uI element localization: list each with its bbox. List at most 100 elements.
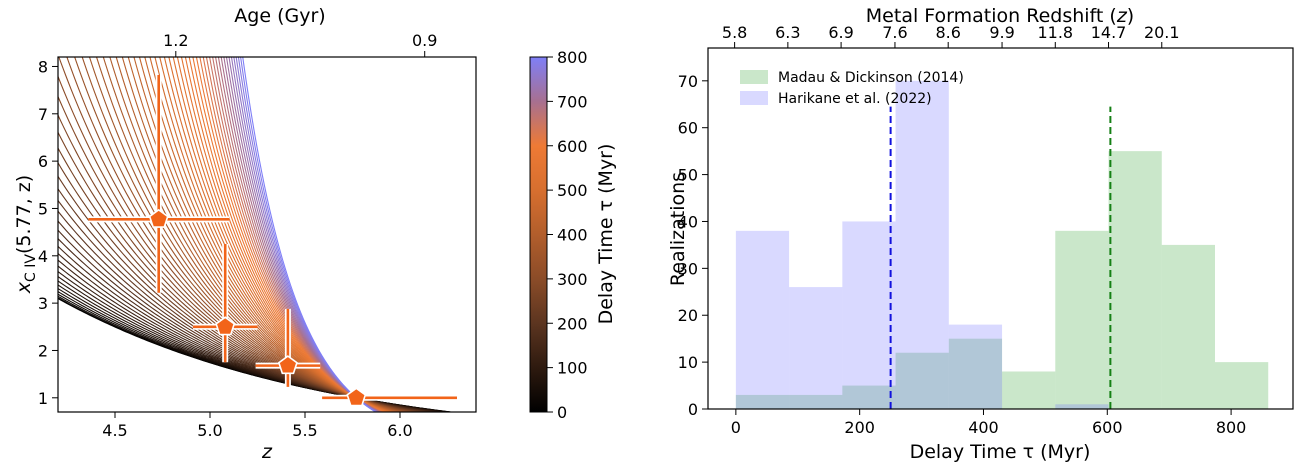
delay-curve [88, 57, 404, 412]
delay-curve [58, 147, 418, 412]
top-tick-label: 6.3 [775, 23, 800, 42]
top-tick-label: 6.9 [828, 23, 853, 42]
histogram-bar [1108, 151, 1162, 409]
data-point [255, 308, 321, 387]
data-point [88, 74, 229, 293]
data-point [192, 243, 258, 363]
left-panel: 4.5 5.0 5.5 6.0 1 2 3 4 5 6 7 8 1.2 0.9 z Age (Gyr)… [13, 5, 477, 463]
median-lines [889, 106, 1112, 409]
y-tick-label: 8 [38, 57, 48, 76]
data-points [88, 74, 457, 407]
colorbar-tick-label: 600 [557, 137, 588, 156]
y-tick-label: 5 [38, 199, 48, 218]
histogram-bar [1215, 362, 1269, 409]
colorbar-tick-label: 300 [557, 270, 588, 289]
colorbar-tick-label: 0 [557, 403, 567, 422]
delay-curve [237, 57, 378, 412]
histogram-bar [895, 80, 949, 409]
histogram-bar [789, 394, 843, 409]
left-top-label: Age (Gyr) [234, 5, 325, 27]
y-tick-label: 6 [38, 152, 48, 171]
y-tick-label: 10 [678, 353, 698, 372]
left-x-ticks: 4.5 5.0 5.5 6.0 [102, 412, 413, 440]
x-tick-label: 0 [731, 418, 741, 437]
x-tick-label: 5.0 [197, 421, 222, 440]
right-panel: 0 200 400 600 800 0 10 20 30 40 50 60 70 5.8 6.3 6.9 7… [667, 5, 1294, 463]
left-plot-frame [57, 56, 477, 413]
delay-curve [199, 57, 385, 412]
y-tick-label: 20 [678, 306, 698, 325]
right-y-ticks: 0 10 20 30 40 50 60 70 [678, 72, 708, 419]
right-top-label: Metal Formation Redshift (z) [866, 5, 1134, 27]
delay-curve [66, 57, 408, 412]
top-tick-label: 5.8 [722, 23, 747, 42]
y-tick-label: 1 [38, 389, 48, 408]
delay-curve [149, 57, 394, 412]
colorbar-label: Delay Time τ (Myr) [595, 144, 617, 325]
x-tick-label: 200 [844, 418, 875, 437]
top-tick-label: 11.8 [1037, 23, 1073, 42]
delay-curve [163, 57, 391, 412]
legend-swatch [740, 70, 768, 84]
delay-curve [102, 57, 402, 412]
delay-curve [109, 57, 401, 412]
histogram-bar [735, 394, 790, 409]
histogram-bar [842, 385, 896, 409]
delay-curve [176, 57, 389, 412]
delay-curve [205, 57, 384, 412]
legend-swatch [740, 91, 768, 105]
delay-curve [168, 57, 390, 412]
y-tick-label: 40 [678, 212, 698, 231]
colorbar-tick-label: 700 [557, 92, 588, 111]
delay-curves [58, 57, 455, 412]
left-y-ticks: 1 2 3 4 5 6 7 8 [38, 57, 58, 408]
x-tick-label: 600 [1092, 418, 1123, 437]
histogram-bar [948, 338, 1003, 409]
histogram-bar [789, 287, 843, 409]
legend-entry: Madau & Dickinson (2014) [740, 70, 964, 86]
legend: Madau & Dickinson (2014) Harikane et al. … [740, 70, 964, 107]
data-point [322, 387, 457, 407]
histogram-bar [1055, 230, 1109, 409]
y-tick-label: 4 [38, 247, 48, 266]
colorbar-tick-label: 400 [557, 226, 588, 245]
legend-label: Madau & Dickinson (2014) [778, 70, 964, 86]
delay-curve [127, 57, 397, 412]
histogram-bar [1055, 404, 1109, 409]
histogram-bars [735, 80, 1269, 409]
delay-curve [212, 57, 382, 412]
legend-entry: Harikane et al. (2022) [740, 91, 932, 107]
top-tick-label: 7.6 [882, 23, 907, 42]
delay-curve [133, 57, 396, 412]
delay-curve [230, 57, 379, 412]
histogram-bar [1002, 371, 1056, 409]
delay-curve [209, 57, 383, 412]
delay-curve [223, 57, 380, 412]
delay-curve [233, 57, 379, 412]
colorbar-ticks: 0 100 200 300 400 500 600 700 800 [547, 48, 588, 422]
right-y-label: Realizations [667, 172, 689, 286]
y-tick-label: 7 [38, 105, 48, 124]
y-tick-label: 70 [678, 72, 698, 91]
y-tick-label: 2 [38, 341, 48, 360]
colorbar-tick-label: 200 [557, 314, 588, 333]
colorbar-tick-label: 100 [557, 359, 588, 378]
x-tick-label: 5.5 [292, 421, 317, 440]
delay-curve [240, 57, 377, 412]
left-y-label: xC IV(5.77, z) [13, 175, 39, 294]
x-tick-label: 4.5 [102, 421, 127, 440]
y-tick-label: 50 [678, 166, 698, 185]
delay-curve [235, 57, 378, 412]
delay-curve [217, 57, 381, 412]
histogram-bar [735, 230, 790, 409]
top-tick-label: 1.2 [163, 31, 188, 50]
histogram-bar [1161, 244, 1215, 409]
delay-curve [115, 57, 399, 412]
histogram-bar [895, 352, 949, 409]
delay-curve [95, 57, 403, 412]
delay-curve [220, 57, 381, 412]
right-top-ticks: 5.8 6.3 6.9 7.6 8.6 9.9 11.8 14.7 20.1 [722, 23, 1180, 48]
top-tick-label: 20.1 [1144, 23, 1180, 42]
delay-curve [225, 57, 380, 412]
colorbar-gradient [530, 57, 547, 412]
